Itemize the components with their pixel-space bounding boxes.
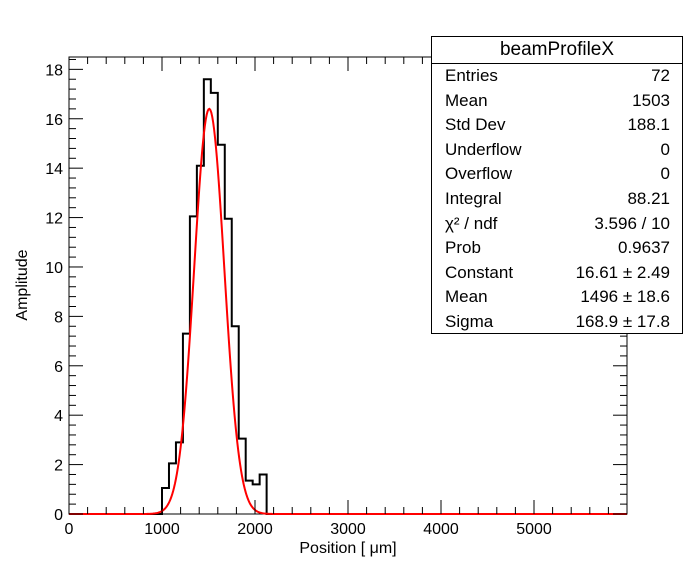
stat-label: Constant bbox=[445, 262, 514, 282]
histogram-bin bbox=[204, 79, 211, 514]
x-tick-label: 0 bbox=[65, 521, 74, 538]
stat-label: Underflow bbox=[445, 139, 522, 159]
y-axis-title: Amplitude bbox=[14, 249, 31, 320]
x-tick-label: 1000 bbox=[144, 521, 180, 538]
stat-row-sigma: Sigma 168.9 ± 17.8 bbox=[432, 310, 682, 335]
stat-label: Integral bbox=[445, 188, 502, 208]
stats-rows: Entries 72 Mean 1503 Std Dev 188.1 Under… bbox=[432, 64, 682, 335]
stat-row-fit-mean: Mean 1496 ± 18.6 bbox=[432, 285, 682, 310]
y-tick-label: 12 bbox=[45, 211, 63, 228]
y-tick-label: 16 bbox=[45, 112, 63, 129]
x-tick-label: 5000 bbox=[516, 521, 552, 538]
stat-label: Mean bbox=[445, 287, 488, 307]
histogram-bin bbox=[260, 474, 267, 514]
stat-value: 188.1 bbox=[627, 115, 670, 135]
stat-label: Sigma bbox=[445, 311, 494, 331]
stats-box: beamProfileX Entries 72 Mean 1503 Std De… bbox=[431, 36, 683, 334]
histogram-bin bbox=[190, 216, 197, 514]
stat-row-overflow: Overflow 0 bbox=[432, 162, 682, 187]
stat-value: 0 bbox=[660, 139, 670, 159]
y-tick-label: 0 bbox=[54, 507, 63, 524]
stats-title: beamProfileX bbox=[432, 37, 682, 64]
histogram-bin bbox=[218, 145, 225, 514]
stat-row-integral: Integral 88.21 bbox=[432, 187, 682, 212]
stat-value: 88.21 bbox=[627, 188, 670, 208]
stat-value: 168.9 ± 17.8 bbox=[575, 311, 670, 331]
stat-value: 3.596 / 10 bbox=[594, 213, 670, 233]
stat-label: Std Dev bbox=[445, 115, 506, 135]
y-tick-label: 6 bbox=[54, 359, 63, 376]
stat-row-mean: Mean 1503 bbox=[432, 89, 682, 114]
stat-row-chi2-ndf: χ² / ndf 3.596 / 10 bbox=[432, 212, 682, 237]
stat-row-entries: Entries 72 bbox=[432, 64, 682, 89]
stat-row-underflow: Underflow 0 bbox=[432, 138, 682, 163]
stat-value: 0 bbox=[660, 164, 670, 184]
x-tick-label: 2000 bbox=[237, 521, 273, 538]
stat-value: 16.61 ± 2.49 bbox=[575, 262, 670, 282]
stat-value: 0.9637 bbox=[618, 238, 670, 258]
stat-label: Entries bbox=[445, 66, 498, 85]
y-tick-label: 8 bbox=[54, 309, 63, 326]
stat-row-std-dev: Std Dev 188.1 bbox=[432, 113, 682, 138]
stat-label: Mean bbox=[445, 90, 488, 110]
stat-value: 1496 ± 18.6 bbox=[580, 287, 670, 307]
y-tick-label: 18 bbox=[45, 62, 63, 79]
y-tick-label: 10 bbox=[45, 260, 63, 277]
stat-row-prob: Prob 0.9637 bbox=[432, 236, 682, 261]
y-tick-label: 14 bbox=[45, 161, 63, 178]
stat-label: χ² / ndf bbox=[445, 213, 498, 233]
y-tick-label: 2 bbox=[54, 458, 63, 475]
stat-row-constant: Constant 16.61 ± 2.49 bbox=[432, 261, 682, 286]
x-tick-label: 4000 bbox=[423, 521, 459, 538]
histogram-outline bbox=[69, 78, 627, 515]
y-tick-label: 4 bbox=[54, 408, 63, 425]
x-tick-label: 3000 bbox=[330, 521, 366, 538]
stat-label: Prob bbox=[445, 238, 481, 258]
stat-value: 72 bbox=[651, 66, 670, 85]
x-axis-title: Position [ μm] bbox=[299, 540, 396, 557]
stat-label: Overflow bbox=[445, 164, 513, 184]
histogram-bin bbox=[169, 463, 176, 514]
stat-value: 1503 bbox=[632, 90, 670, 110]
